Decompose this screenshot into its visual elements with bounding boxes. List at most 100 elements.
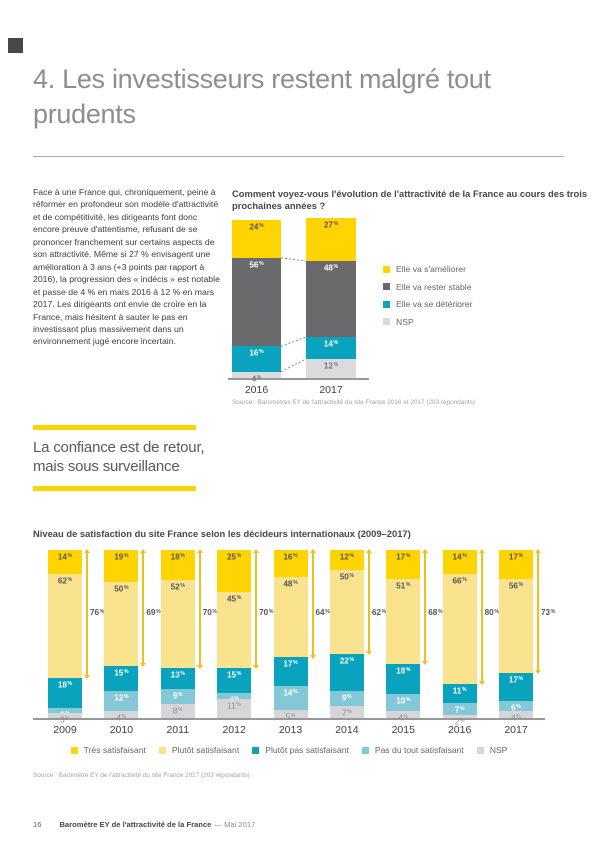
chart2-title: Niveau de satisfaction du site France se… [33,528,411,539]
segment-2016: 24% [232,220,281,258]
legend-swatch [361,746,369,754]
legend-item: Elle va rester stable [383,282,472,292]
bar-column-2014: 12% 50% 22% 9% 7% 62% 2014 [329,548,386,736]
chart2-x-axis [33,718,545,720]
segment-2017: 6% [499,701,533,713]
segment-2011: 13% [160,667,195,690]
segment-value-label: 4% [398,713,409,723]
segment-value-label: 6% [511,703,521,713]
stacked-bar-2015: 17% 51% 18% 10% 4% [386,550,421,722]
segment-value-label: 18% [170,552,185,562]
segment-2016: 56% [232,257,281,347]
segment-value-label: 22% [339,656,355,666]
bar-column-2010: 19% 50% 15% 12% 4% 69% 2010 [104,549,161,736]
segment-2013: 16% [273,550,308,577]
segment-2016: 16% [232,346,281,372]
x-axis-label-2012: 2012 [222,724,246,736]
segment-2017: 48% [306,261,356,337]
legend-swatch [476,746,484,754]
segment-2015: 18% [386,664,421,695]
satisfied-bracket [535,549,541,674]
segment-value-label: 14% [283,688,298,698]
segment-value-label: 14% [323,339,339,349]
segment-2014: 7% [329,706,364,719]
segment-value-label: 4% [116,713,127,723]
footer-report-title: Baromètre EY de l'attractivité de la Fra… [59,820,212,829]
legend-swatch [383,300,390,308]
legend-item: NSP [383,317,472,327]
segment-value-label: 48% [323,263,339,273]
yellow-rule-top [33,425,196,430]
segment-2010: 12% [104,691,139,712]
segment-2016: 7% [442,702,477,715]
page-footer: 16 Baromètre EY de l'attractivité de la … [33,820,255,829]
segment-2016: 11% [442,684,477,703]
legend-label: Elle va se détériorer [396,299,473,309]
segment-2010: 4% [104,711,139,722]
segment-2015: 10% [386,694,421,712]
segment-value-label: 19% [114,552,129,562]
legend-swatch [70,746,78,754]
stacked-bar-2013: 16% 48% 17% 14% 5% [273,550,308,720]
segment-value-label: 3% [60,715,70,725]
chart1-x-axis [228,378,369,380]
satisfied-total-label: 70% [259,608,274,617]
segment-value-label: 12% [114,693,129,703]
segment-2010: 19% [104,550,139,582]
x-axis-label-2017: 2017 [319,384,343,396]
segment-value-label: 2% [454,717,465,727]
x-axis-label-2016: 2016 [244,384,269,396]
satisfied-total-label: 64% [315,608,330,617]
legend-label: Très satisfaisant [83,745,146,755]
segment-2012: 25% [217,550,252,592]
segment-value-label: 18% [396,666,411,676]
legend-item: Pas du tout satisfaisant [361,745,464,755]
segment-value-label: 14% [57,552,73,562]
legend-item: Elle va s'améliorer [383,264,472,274]
segment-2011: 18% [160,550,195,581]
stacked-bar-2016: 14% 66% 11% 7% 2% [442,550,477,726]
segment-2012: 45% [217,592,252,668]
segment-2011: 8% [160,704,195,718]
x-axis-label-2014: 2014 [335,724,359,736]
segment-2009: 14% [48,550,82,574]
x-axis-label-2009: 2009 [53,724,77,736]
segment-2016: 2% [442,714,477,726]
segment-2014: 50% [329,570,364,655]
segment-value-label: 52% [170,582,185,592]
satisfied-bracket [422,548,429,666]
segment-value-label: 8% [172,706,183,716]
stacked-bar-2010: 19% 50% 15% 12% 4% [104,550,139,722]
chart2-plot: 14%62%18%3%3%76%200919%50%15%12%4%69%201… [33,548,555,736]
stacked-bar-2009: 14%62%18%3%3% [48,550,82,724]
chart2-source: Source : Baromètre EY de l'attractivité … [33,772,250,779]
segment-value-label: 11% [227,701,241,711]
segment-2015: 17% [386,550,421,579]
legend-swatch [383,265,390,273]
segment-value-label: 45% [226,594,242,604]
segment-value-label: 24% [249,222,264,232]
stacked-bar-2017: 17% 56% 17% 6% 4% [499,550,533,722]
segment-value-label: 11% [452,686,467,696]
bar-column-2016: 14% 66% 11% 7% 2% 80% 2016 [442,548,499,736]
segment-value-label: 15% [114,668,129,678]
segment-value-label: 17% [508,675,524,685]
segment-value-label: 10% [396,696,411,706]
legend-label: NSP [396,316,414,327]
legend-swatch [252,746,260,754]
segment-2013: 5% [273,709,308,720]
segment-2013: 48% [273,576,308,658]
satisfied-total-label: 73% [541,608,556,617]
segment-value-label: 7% [454,705,465,715]
legend-label: NSP [489,745,508,755]
segment-2011: 52% [160,580,195,668]
bar-column-2013: 16% 48% 17% 14% 5% 64% 2013 [273,549,330,736]
segment-value-label: 12% [323,361,339,371]
satisfied-bracket [140,549,147,667]
bar-column-2011: 18% 52% 13% 9% 8% 70% 2011 [160,549,217,736]
segment-2017: 12% [306,358,356,378]
x-axis-label-2016: 2016 [447,724,472,736]
segment-value-label: 9% [341,693,352,703]
legend-swatch [383,318,390,325]
segment-2012: 15% [217,667,252,693]
